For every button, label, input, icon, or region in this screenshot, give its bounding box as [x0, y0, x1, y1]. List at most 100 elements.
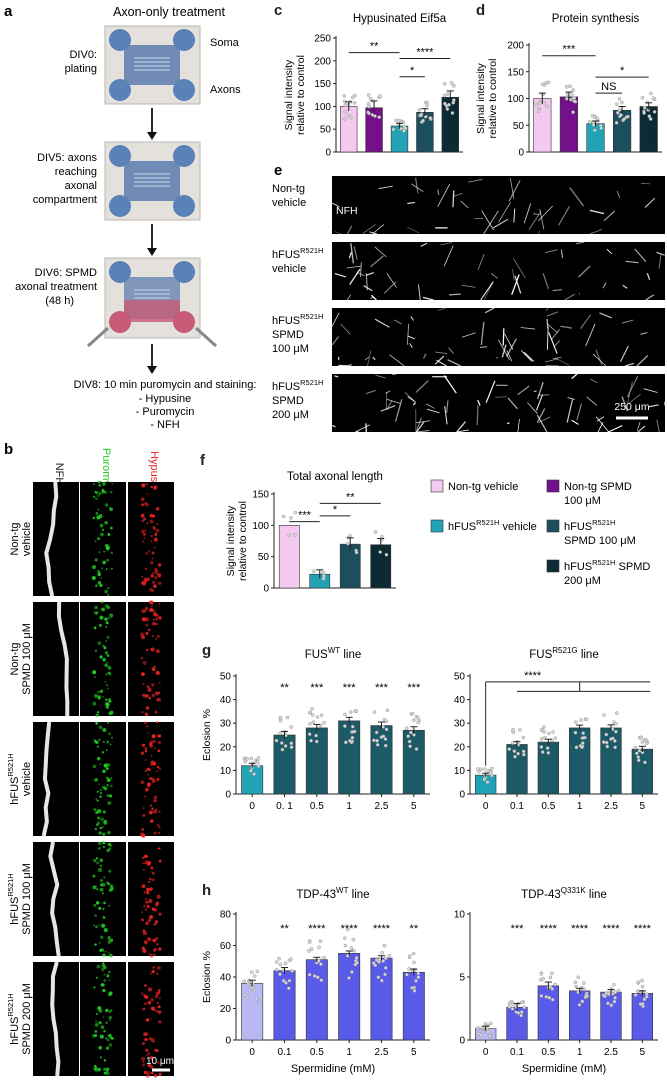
image-e-row1-axon	[656, 251, 666, 256]
chart-d-point	[615, 110, 620, 115]
image-e-row0-axon	[492, 218, 509, 229]
image-e-row3-axon	[412, 402, 417, 406]
image-b-row1-ch2-puncta	[140, 632, 145, 637]
image-b-row1-ch1-puncta	[96, 711, 100, 714]
image-b-row1-ch1-puncta	[94, 649, 97, 652]
image-e-row0-axon	[331, 202, 340, 208]
image-b-row4-ch1-puncta	[103, 979, 107, 982]
legend-label: hFUSR521H SPMD	[564, 558, 650, 573]
chart-h2-point	[603, 994, 607, 999]
image-b-row2-ch2-puncta	[150, 754, 153, 757]
image-b-row3-ch1-puncta	[92, 874, 96, 878]
chart-f-point	[380, 534, 384, 539]
image-b-row1-ch2-puncta	[152, 618, 155, 621]
image-e-row0-axon	[437, 183, 451, 207]
image-b-row0-ch1-puncta	[98, 483, 102, 487]
chart-g2-point	[580, 741, 585, 745]
chart-h2-xtick-label: 0	[483, 1047, 489, 1058]
image-b-row3-ch2-puncta	[156, 943, 159, 946]
chart-h1-ylabel: Eclosion %	[201, 951, 213, 1003]
chart-g2-point	[581, 736, 586, 740]
chart-h1-point	[307, 949, 311, 953]
chart-h2-title-sup: Q331K	[561, 886, 587, 895]
image-b-row3-ch2-puncta	[152, 938, 157, 943]
image-b-row3-ch2-puncta	[143, 904, 146, 907]
image-b-row1-ch1-puncta	[106, 661, 108, 664]
image-b-row0-ch1-puncta	[109, 526, 113, 530]
image-b-row1-ch2-puncta	[144, 712, 149, 717]
image-b-row3-ch2-puncta	[149, 887, 153, 891]
legend-label-sup: R521H	[592, 518, 615, 527]
chart-h2-point	[548, 984, 553, 989]
chart-h1-point	[255, 969, 260, 974]
chart-g1-point	[385, 708, 390, 713]
chart-h1-point	[373, 963, 377, 968]
chart-h1-ytick-label: 80	[220, 910, 232, 921]
image-b-row0-ch1-puncta	[97, 580, 102, 585]
chart-g2-point	[485, 780, 490, 784]
chart-d-title: Protein synthesis	[552, 13, 640, 25]
image-b-row0-ch2-puncta	[156, 523, 159, 526]
b-row-sup-2: R521H	[6, 753, 15, 776]
image-b-row1-ch1-puncta	[107, 616, 110, 620]
chart-h1-point	[383, 966, 388, 970]
chart-c-point	[348, 115, 353, 120]
chart-h2-point	[613, 990, 617, 995]
image-e-row2-axon	[552, 356, 562, 360]
image-b-row4-ch1	[80, 962, 126, 1076]
chart-h1-point	[407, 967, 411, 971]
chart-h2-xtick-label: 1	[577, 1047, 583, 1058]
chart-h2-point	[604, 991, 609, 996]
image-b-row3-ch1-puncta	[108, 869, 112, 873]
image-e-row3-axon	[566, 399, 574, 423]
image-e-row3-axon	[643, 388, 658, 393]
image-e-row2-axon	[437, 307, 447, 311]
image-e-row3-axon	[355, 424, 371, 432]
image-e-row2-axon	[447, 359, 461, 367]
image-e-row1-axon	[606, 248, 613, 255]
image-b-row2-ch1-puncta	[98, 831, 102, 835]
step-div0-l1: DIV0:	[69, 49, 97, 61]
image-b-row1-ch1-puncta	[97, 697, 101, 700]
chart-h1-xtick-label: 0.1	[278, 1047, 292, 1058]
image-b-row4-ch2-puncta	[145, 1048, 149, 1052]
image-b-row0-ch1-puncta	[95, 584, 98, 588]
image-b-row3-ch1-puncta	[96, 888, 99, 891]
chart-g2-point	[553, 736, 558, 740]
image-e-row2-axon	[621, 319, 634, 324]
image-b-row0-ch2-puncta	[143, 517, 147, 521]
image-b-row0-ch2-puncta	[145, 552, 149, 555]
chart-h1-point	[343, 943, 348, 948]
image-b-row0-ch1-puncta	[99, 532, 104, 537]
image-b-row0-ch2-puncta	[150, 560, 154, 565]
image-b-row3-ch1-puncta	[98, 941, 101, 944]
chart-h1-point	[322, 955, 326, 960]
image-b-row0-ch1-puncta	[95, 497, 98, 500]
image-b-row3-ch1-puncta	[95, 925, 98, 928]
chart-h1-point	[243, 993, 248, 997]
chart-h1-bar	[338, 953, 361, 1041]
image-b-row4-ch2-puncta	[150, 1071, 154, 1075]
image-b-row2-ch1-puncta	[102, 740, 105, 743]
image-b-row1-ch1-puncta	[94, 605, 98, 610]
microfluidic-device-div0	[104, 25, 201, 105]
image-b-row3-ch2-puncta	[144, 860, 147, 863]
image-e-row1-axon	[334, 272, 347, 278]
image-b-row1-ch2-puncta	[155, 711, 158, 714]
image-b-row2-ch2-puncta	[149, 744, 154, 748]
image-b-row3-ch2-puncta	[147, 937, 152, 942]
legend: Non-tg vehicle Non-tg SPMD 100 μM hFUSR521H…	[430, 479, 650, 587]
chart-c-ytick-label: 250	[314, 34, 331, 45]
image-b-row0-ch1-puncta	[111, 482, 114, 485]
chart-h2-point	[580, 999, 585, 1004]
chart-g1-point	[308, 722, 312, 726]
image-b-row3-ch2-puncta	[141, 911, 144, 913]
image-e-row3-axon	[485, 380, 496, 403]
image-e-row1-axon	[353, 246, 358, 260]
chart-h2-xtick-label: 0.1	[510, 1047, 524, 1058]
chart-h1-title: TDP-43WT line	[296, 886, 369, 901]
image-b-row3-ch1-puncta	[102, 841, 106, 845]
image-e-row1-axon	[417, 284, 421, 301]
image-e-row2-axon	[560, 325, 572, 329]
b-row-label2-4: SPMD 200 μM	[21, 983, 33, 1055]
